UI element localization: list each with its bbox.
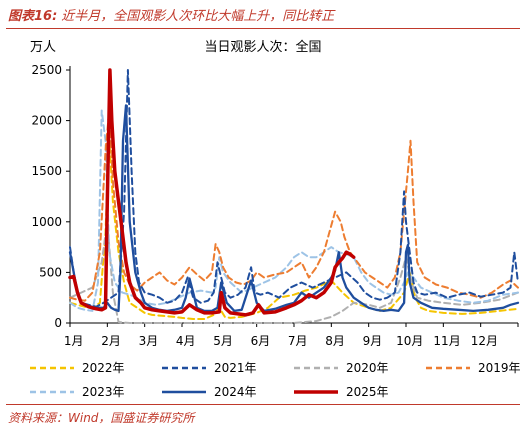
x-tick-label: 1月: [64, 334, 84, 348]
legend-label: 2023年: [82, 385, 125, 399]
y-tick-label: 2500: [31, 63, 62, 77]
legend-item-2020: 2020年: [294, 361, 389, 375]
x-tick-label: 2月: [101, 334, 121, 348]
legend-label: 2024年: [214, 385, 257, 399]
x-tick-label: 12月: [471, 334, 498, 348]
x-tick-label: 9月: [363, 334, 383, 348]
line-chart: 0 500 1000 1500 2000 2500 1月 2月 3月 4月 5月 6月 7月 8月 9月 10…: [30, 63, 521, 399]
x-tick-label: 5月: [213, 334, 233, 348]
legend-item-2024: 2024年: [162, 385, 257, 399]
y-tick-label: 500: [39, 265, 62, 279]
y-axis-unit-label: 万人: [30, 40, 57, 55]
legend-item-2025: 2025年: [294, 385, 389, 399]
series-line-2025: [68, 68, 356, 317]
x-tick-label: 6月: [251, 334, 271, 348]
bottom-divider: [6, 404, 520, 405]
legend-item-2021: 2021年: [162, 361, 257, 375]
legend-label: 2025年: [346, 385, 389, 399]
legend-item-2022: 2022年: [30, 361, 125, 375]
figure-title-text: 近半月，全国观影人次环比大幅上升，同比转正: [61, 9, 335, 24]
chart-legend: 2022年 2021年 2020年 2019年 2023年 2024年 2025年: [30, 361, 521, 399]
legend-item-2023: 2023年: [30, 385, 125, 399]
legend-label: 2020年: [346, 361, 389, 375]
series-line-2022: [69, 134, 519, 320]
x-tick-label: 3月: [139, 334, 159, 348]
chart-axes: 0 500 1000 1500 2000 2500 1月 2月 3月 4月 5月 6月 7月 8月 9月 10…: [31, 63, 519, 348]
source-note: 资料来源：Wind，国盛证券研究所: [8, 411, 195, 425]
x-tick-label: 8月: [325, 334, 345, 348]
y-tick-label: 0: [54, 316, 62, 330]
series-line-2020: [69, 220, 519, 324]
series-line-2021: [69, 69, 519, 308]
y-tick-label: 2000: [31, 114, 62, 128]
legend-item-2019: 2019年: [426, 361, 521, 375]
y-tick-label: 1500: [31, 164, 62, 178]
series-layer: [68, 68, 520, 324]
figure-number: 图表16:: [8, 9, 58, 24]
legend-label: 2021年: [214, 361, 257, 375]
x-tick-label: 7月: [288, 334, 308, 348]
top-divider: [6, 28, 520, 29]
y-tick-label: 1000: [31, 215, 62, 229]
legend-label: 2022年: [82, 361, 125, 375]
series-line-2019: [69, 109, 519, 302]
figure-title: 图表16: 近半月，全国观影人次环比大幅上升，同比转正: [8, 5, 334, 24]
x-tick-label: 4月: [176, 334, 196, 348]
series-line-2024: [68, 104, 520, 313]
x-tick-label: 11月: [433, 334, 460, 348]
x-tick-label: 10月: [396, 334, 423, 348]
chart-title: 当日观影人次：全国: [204, 40, 322, 55]
legend-label: 2019年: [478, 361, 521, 375]
